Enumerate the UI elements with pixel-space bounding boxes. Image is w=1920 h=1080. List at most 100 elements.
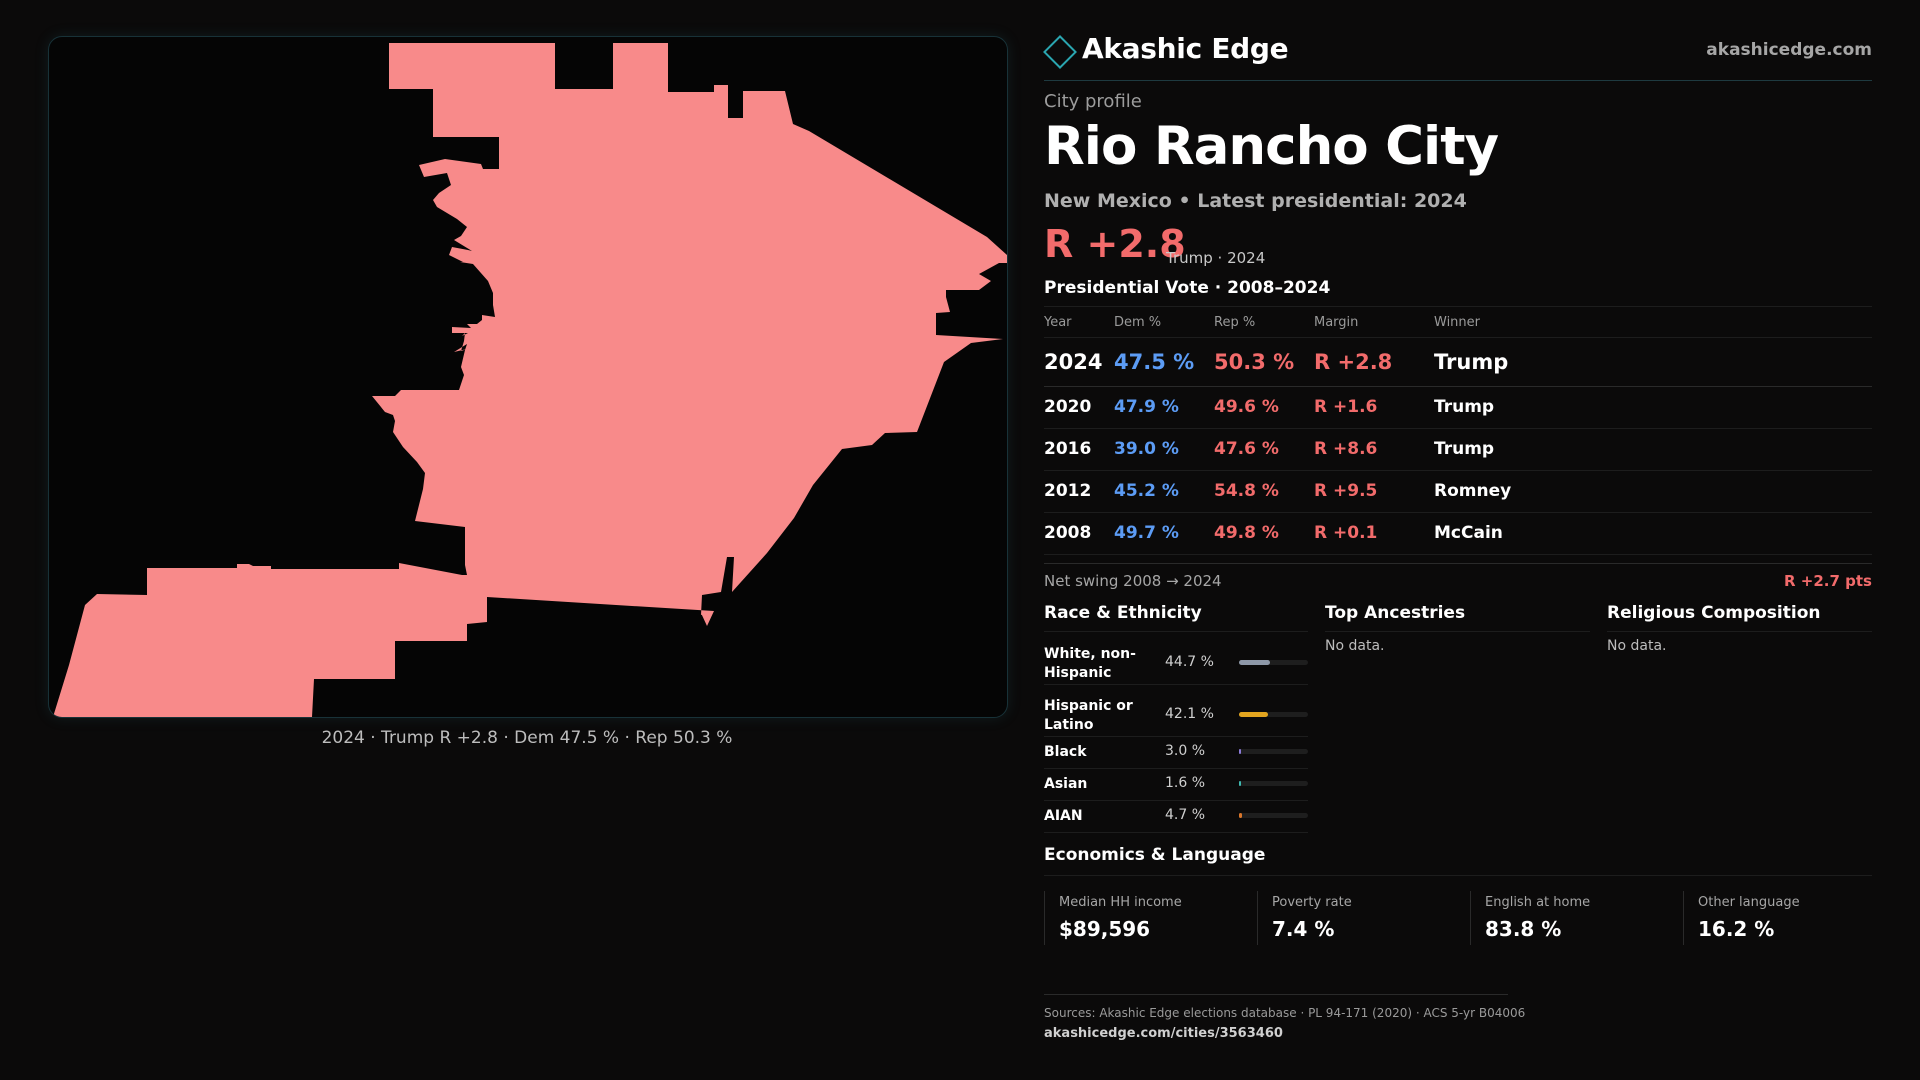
ancestries-empty-text: No data. bbox=[1325, 638, 1385, 654]
page-kicker: City profile bbox=[1044, 91, 1142, 112]
city-boundary-map[interactable] bbox=[48, 36, 1008, 718]
race-label: AIAN bbox=[1044, 808, 1083, 824]
ancestries-divider bbox=[1325, 631, 1590, 632]
row-dem: 49.7 % bbox=[1114, 523, 1179, 543]
list-item: Asian 1.6 % bbox=[1044, 769, 1308, 801]
race-bar-track bbox=[1239, 712, 1308, 717]
map-caption: 2024 · Trump R +2.8 · Dem 47.5 % · Rep 5… bbox=[321, 728, 733, 748]
row-winner: Romney bbox=[1434, 481, 1512, 501]
row-year: 2008 bbox=[1044, 523, 1092, 543]
row-rep: 50.3 % bbox=[1214, 350, 1295, 374]
brand-header: Akashic Edge bbox=[1043, 32, 1289, 69]
race-value: 42.1 % bbox=[1165, 706, 1214, 722]
stat-english-at-home: English at home 83.8 % bbox=[1470, 891, 1683, 945]
race-divider bbox=[1044, 631, 1308, 632]
race-bar-track bbox=[1239, 813, 1308, 818]
row-margin: R +8.6 bbox=[1314, 439, 1378, 459]
stat-label: Poverty rate bbox=[1272, 895, 1352, 910]
swing-divider bbox=[1044, 563, 1872, 564]
header-divider bbox=[1044, 80, 1872, 81]
religion-empty-text: No data. bbox=[1607, 638, 1667, 654]
table-row: 2008 49.7 % 49.8 % R +0.1 McCain bbox=[1044, 513, 1872, 555]
row-year: 2020 bbox=[1044, 397, 1092, 417]
col-dem: Dem % bbox=[1114, 315, 1162, 330]
presidential-vote-heading: Presidential Vote · 2008–2024 bbox=[1044, 278, 1331, 298]
top-ancestries-heading: Top Ancestries bbox=[1325, 603, 1466, 623]
race-bar-fill bbox=[1239, 781, 1241, 786]
list-item: AIAN 4.7 % bbox=[1044, 801, 1308, 833]
list-item: White, non-Hispanic 44.7 % bbox=[1044, 633, 1308, 685]
site-link[interactable]: akashicedge.com bbox=[1706, 40, 1872, 60]
table-row: 2020 47.9 % 49.6 % R +1.6 Trump bbox=[1044, 387, 1872, 429]
table-row: 2016 39.0 % 47.6 % R +8.6 Trump bbox=[1044, 429, 1872, 471]
stat-value: 7.4 % bbox=[1272, 917, 1335, 941]
presidential-vote-table: Year Dem % Rep % Margin Winner 2024 47.5… bbox=[1044, 306, 1872, 555]
page-subtitle: New Mexico • Latest presidential: 2024 bbox=[1044, 190, 1467, 212]
row-rep: 49.8 % bbox=[1214, 523, 1279, 543]
race-ethnicity-heading: Race & Ethnicity bbox=[1044, 603, 1202, 623]
row-rep: 47.6 % bbox=[1214, 439, 1279, 459]
stat-label: English at home bbox=[1485, 895, 1591, 910]
row-dem: 39.0 % bbox=[1114, 439, 1179, 459]
stat-poverty-rate: Poverty rate 7.4 % bbox=[1257, 891, 1470, 945]
race-label: Asian bbox=[1044, 776, 1088, 792]
row-dem: 45.2 % bbox=[1114, 481, 1179, 501]
profile-url[interactable]: akashicedge.com/cities/3563460 bbox=[1044, 1026, 1283, 1041]
headline-margin: R +2.8 bbox=[1044, 222, 1186, 266]
race-bar-fill bbox=[1239, 660, 1270, 665]
stat-label: Median HH income bbox=[1059, 895, 1182, 910]
stat-other-language: Other language 16.2 % bbox=[1683, 891, 1873, 945]
list-item: Hispanic or Latino 42.1 % bbox=[1044, 685, 1308, 737]
religion-divider bbox=[1607, 631, 1872, 632]
row-year: 2012 bbox=[1044, 481, 1092, 501]
row-rep: 54.8 % bbox=[1214, 481, 1279, 501]
race-value: 44.7 % bbox=[1165, 654, 1214, 670]
economics-heading: Economics & Language bbox=[1044, 845, 1266, 865]
stat-median-income: Median HH income $89,596 bbox=[1044, 891, 1257, 945]
row-rep: 49.6 % bbox=[1214, 397, 1279, 417]
col-winner: Winner bbox=[1434, 315, 1481, 330]
row-dem: 47.5 % bbox=[1114, 350, 1195, 374]
race-value: 4.7 % bbox=[1165, 807, 1206, 823]
brand-name: Akashic Edge bbox=[1082, 32, 1289, 65]
race-bar-track bbox=[1239, 749, 1308, 754]
race-value: 1.6 % bbox=[1165, 775, 1206, 791]
race-value: 3.0 % bbox=[1165, 743, 1206, 759]
race-bar-fill bbox=[1239, 813, 1242, 818]
race-bar-track bbox=[1239, 660, 1308, 665]
page-title: Rio Rancho City bbox=[1044, 116, 1499, 177]
row-year: 2024 bbox=[1044, 350, 1103, 374]
row-margin: R +9.5 bbox=[1314, 481, 1378, 501]
stat-label: Other language bbox=[1698, 895, 1800, 910]
race-bar-fill bbox=[1239, 712, 1268, 717]
row-winner: Trump bbox=[1434, 350, 1509, 374]
diamond-logo-icon bbox=[1043, 34, 1077, 69]
stat-value: 16.2 % bbox=[1698, 917, 1775, 941]
headline-margin-note: Trump · 2024 bbox=[1166, 249, 1266, 267]
row-margin: R +1.6 bbox=[1314, 397, 1378, 417]
stat-value: $89,596 bbox=[1059, 917, 1151, 941]
row-dem: 47.9 % bbox=[1114, 397, 1179, 417]
row-margin: R +0.1 bbox=[1314, 523, 1378, 543]
row-winner: McCain bbox=[1434, 523, 1503, 543]
race-label: Black bbox=[1044, 744, 1087, 760]
net-swing-label: Net swing 2008 → 2024 bbox=[1044, 572, 1222, 590]
col-year: Year bbox=[1044, 315, 1072, 330]
row-year: 2016 bbox=[1044, 439, 1092, 459]
col-margin: Margin bbox=[1314, 315, 1359, 330]
sources-note: Sources: Akashic Edge elections database… bbox=[1044, 1006, 1526, 1020]
city-profile-panel: Akashic Edge akashicedge.com City profil… bbox=[1043, 0, 1873, 1080]
table-row: 2024 47.5 % 50.3 % R +2.8 Trump bbox=[1044, 338, 1872, 387]
col-rep: Rep % bbox=[1214, 315, 1256, 330]
row-winner: Trump bbox=[1434, 439, 1495, 459]
economics-divider bbox=[1044, 875, 1872, 876]
city-boundary-shape bbox=[53, 43, 1007, 717]
table-row: 2012 45.2 % 54.8 % R +9.5 Romney bbox=[1044, 471, 1872, 513]
footer-divider bbox=[1044, 994, 1508, 995]
row-margin: R +2.8 bbox=[1314, 350, 1393, 374]
race-label: White, non-Hispanic bbox=[1044, 646, 1136, 681]
race-bar-track bbox=[1239, 781, 1308, 786]
row-winner: Trump bbox=[1434, 397, 1495, 417]
religious-composition-heading: Religious Composition bbox=[1607, 603, 1821, 623]
list-item: Black 3.0 % bbox=[1044, 737, 1308, 769]
